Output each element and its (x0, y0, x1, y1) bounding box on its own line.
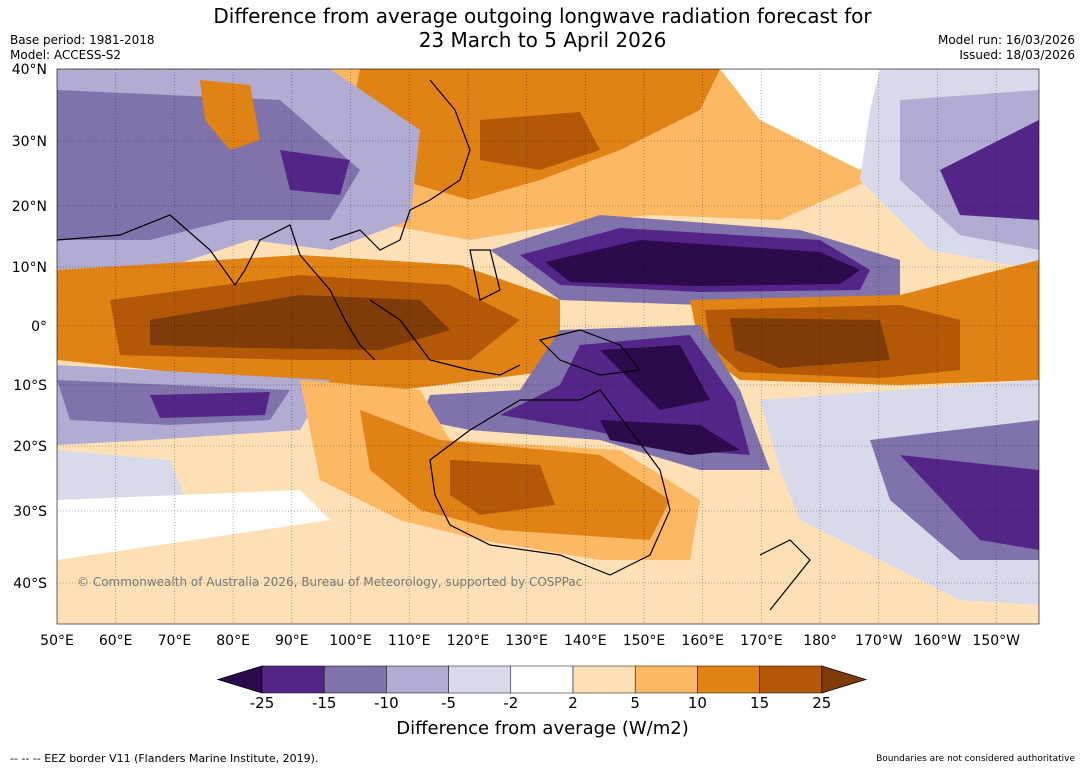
lon-label: 160°W (914, 633, 962, 649)
lon-label: 140°E (564, 633, 607, 649)
lat-label: 30°S (13, 504, 47, 520)
colorbar-tick-label: 5 (630, 694, 640, 712)
lon-label: 80°E (216, 633, 250, 649)
lat-label: 20°S (13, 439, 47, 455)
colorbar-segment (759, 665, 823, 694)
issued-date: Issued: 18/03/2026 (959, 48, 1075, 62)
s-indian-neutral (57, 490, 330, 560)
map-frame (56, 68, 1040, 625)
se-pacific-peak (900, 455, 1039, 550)
ne-neutral (720, 69, 880, 170)
lat-label: 10°N (12, 260, 47, 276)
lon-label: 150°W (972, 633, 1020, 649)
colorbar-segment (572, 665, 636, 694)
base-period: Base period: 1981-2018 (10, 33, 155, 47)
meta-right: Model run: 16/03/2026 Issued: 18/03/2026 (938, 33, 1075, 63)
himalaya-patch (200, 80, 260, 150)
colorbar-tick-label: -25 (249, 694, 275, 712)
indian-ocean-peak (150, 392, 270, 418)
colorbar-segment (510, 665, 574, 694)
colorbar-tick-label: 15 (750, 694, 770, 712)
lon-label: 170°E (740, 633, 783, 649)
model-name: Model: ACCESS-S2 (10, 48, 122, 62)
lon-label: 50°E (40, 633, 74, 649)
colorbar-segment (323, 665, 387, 694)
eez-legend: -- -- -- EEZ border V11 (Flanders Marine… (10, 752, 319, 765)
lon-label: 160°E (681, 633, 724, 649)
latitude-labels: 40°N 30°N 20°N 10°N 0° 10°S 20°S 30°S 40°S (12, 62, 47, 592)
colorbar-label: Difference from average (W/m2) (396, 718, 689, 739)
meta-left: Base period: 1981-2018 Model: ACCESS-S2 (10, 33, 155, 63)
south-asia-coast (57, 214, 376, 361)
colorbar-tick-label: -2 (503, 694, 519, 712)
colorbar-tick-label: 2 (568, 694, 578, 712)
ola-field (57, 69, 1039, 624)
boundary-disclaimer: Boundaries are not considered authoritat… (876, 754, 1075, 764)
australia-peak (450, 460, 555, 515)
lat-label: 40°S (13, 576, 47, 592)
central-pacific-peak (730, 318, 890, 368)
new-zealand-coast (759, 539, 811, 611)
india-peak (280, 150, 350, 195)
east-asia-coast (329, 79, 471, 251)
philippines-coast (469, 249, 501, 301)
lon-label: 120°E (447, 633, 490, 649)
colorbar-tick-label: 25 (812, 694, 832, 712)
colorbar-tick-label: -10 (374, 694, 399, 712)
nw-pacific-peak (545, 240, 860, 286)
lat-label: 10°S (13, 378, 47, 394)
colorbar-extend-low (216, 665, 263, 694)
colorbar-tick-label: -15 (311, 694, 337, 712)
colorbar-ticks: -25 -15 -10 -5 -2 2 5 10 15 25 (0, 694, 1085, 714)
equatorial-west-peak (150, 295, 450, 350)
coastlines (57, 79, 811, 611)
colorbar-extend-high (821, 665, 868, 694)
colorbar-segment (448, 665, 512, 694)
new-guinea-coast (538, 329, 642, 376)
india-core (57, 90, 360, 240)
lon-label: 110°E (388, 633, 431, 649)
ne-pacific-peak (940, 120, 1039, 220)
colorbar (216, 665, 868, 694)
lat-label: 40°N (12, 62, 47, 78)
lon-label: 150°E (623, 633, 666, 649)
chart-title: Difference from average outgoing longwav… (0, 4, 1085, 52)
lat-label: 30°N (12, 134, 47, 150)
lat-label: 20°N (12, 199, 47, 215)
colorbar-segment (261, 665, 325, 694)
gridlines (57, 69, 1039, 624)
sumatra-java-coast (369, 299, 521, 376)
colorbar-segment (697, 665, 760, 694)
colorbar-tick-label: -5 (441, 694, 457, 712)
colorbar-segment (634, 665, 698, 694)
colorbar-segment (386, 665, 449, 694)
lon-label: 60°E (99, 633, 133, 649)
lon-label: 180° (803, 633, 837, 649)
model-run: Model run: 16/03/2026 (937, 33, 1075, 47)
sw-pacific-peak-1 (600, 345, 710, 410)
lat-label: 0° (31, 319, 47, 335)
lon-label: 90°E (275, 633, 309, 649)
colorbar-tick-label: 10 (687, 694, 707, 712)
title-line-2: 23 March to 5 April 2026 (418, 28, 667, 52)
copyright-notice: © Commonwealth of Australia 2026, Bureau… (77, 575, 582, 589)
longitude-labels: 50°E 60°E 70°E 80°E 90°E 100°E 110°E 120°E 130°E… (40, 633, 1020, 649)
lon-label: 70°E (158, 633, 192, 649)
lon-label: 100°E (329, 633, 372, 649)
title-line-1: Difference from average outgoing longwav… (213, 4, 872, 28)
lon-label: 170°W (855, 633, 903, 649)
australia-coast (429, 389, 671, 576)
lon-label: 130°E (505, 633, 548, 649)
